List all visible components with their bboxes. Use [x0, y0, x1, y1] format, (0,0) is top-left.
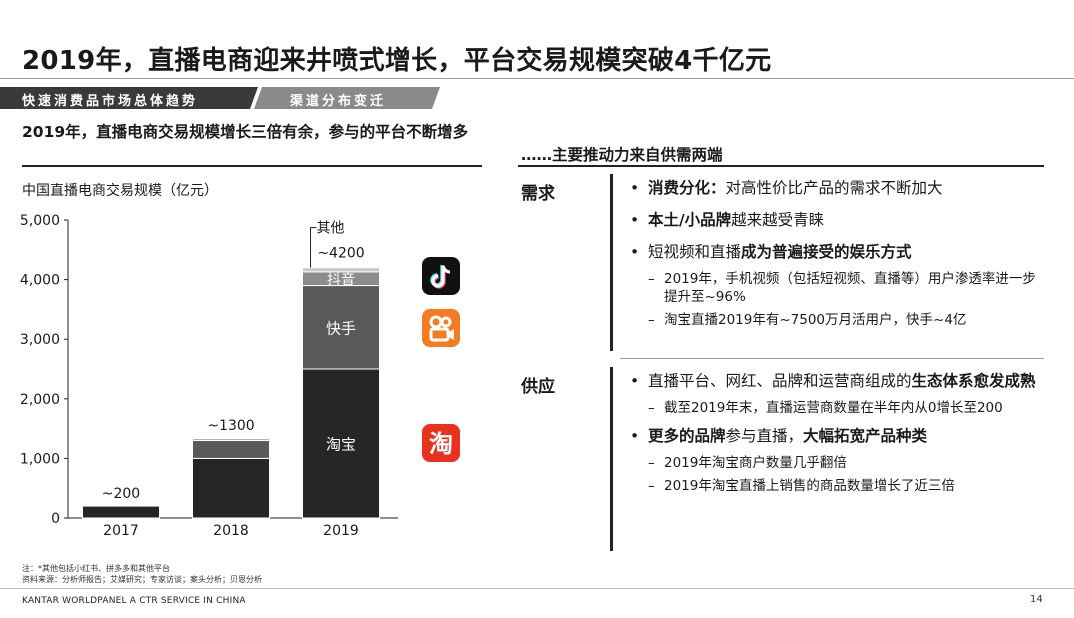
footnote: 注：*其他包括小红书、拼多多和其他平台 资料来源：分析师报告；艾媒研究；专家访谈…: [22, 563, 262, 585]
y-tick-label: 1,000: [20, 451, 60, 467]
footnote-source: 资料来源：分析师报告；艾媒研究；专家访谈；案头分析；贝恩分析: [22, 575, 262, 584]
x-tick-label: 2019: [323, 523, 359, 539]
bar-segment: [302, 285, 380, 370]
tab-background: [0, 87, 440, 109]
segment-label: 淘宝: [326, 436, 356, 454]
demand-list: 消费分化：对高性价比产品的需求不断加大 本土/小品牌越来越受青睐 短视频和直播成…: [628, 178, 1048, 338]
y-tick-label: 4,000: [20, 273, 60, 289]
bar-segment: [192, 437, 270, 440]
total-label: ~1300: [207, 418, 254, 434]
x-tick-label: 2018: [213, 523, 249, 539]
demand-label: 需求: [521, 184, 555, 204]
chart-y-label: 中国直播电商交易规模（亿元）: [22, 183, 218, 199]
list-item: 更多的品牌参与直播，大幅拓宽产品种类: [628, 426, 1048, 447]
page-title: 2019年，直播电商迎来井喷式增长，平台交易规模突破4千亿元: [22, 46, 772, 76]
footer-brand: KANTAR WORLDPANEL A CTR SERVICE IN CHINA: [22, 596, 246, 606]
total-label: ~200: [102, 486, 140, 502]
sub-list-item: 2019年，手机视频（包括短视频、直播等）用户渗透率进一步提升至~96%: [628, 270, 1048, 306]
title-divider: [0, 78, 1074, 79]
bar-segment: [192, 440, 270, 459]
list-item: 消费分化：对高性价比产品的需求不断加大: [628, 178, 1048, 199]
supply-label: 供应: [521, 377, 555, 397]
left-heading-divider: [22, 165, 482, 167]
footnote-note: 注：*其他包括小红书、拼多多和其他平台: [22, 564, 170, 573]
total-label: ~4200: [317, 246, 364, 262]
y-tick-label: 3,000: [20, 332, 60, 348]
y-tick-label: 0: [51, 511, 60, 527]
x-tick-label: 2017: [103, 523, 139, 539]
sub-list-item: 2019年淘宝商户数量几乎翻倍: [628, 454, 1048, 472]
sub-list-item: 2019年淘宝直播上销售的商品数量增长了近三倍: [628, 477, 1048, 495]
sub-list-item: 截至2019年末，直播运营商数量在半年内从0增长至200: [628, 399, 1048, 417]
demand-supply-divider: [620, 358, 1044, 359]
tab-channel-shift[interactable]: 渠道分布变迁: [290, 94, 387, 109]
tab-market-trend[interactable]: 快速消费品市场总体趋势: [22, 94, 199, 109]
segment-label: 抖音: [327, 272, 355, 289]
supply-list: 直播平台、网红、品牌和运营商组成的生态体系愈发成熟 截至2019年末，直播运营商…: [628, 371, 1048, 504]
bar-segment: [302, 368, 380, 519]
supply-bar: [610, 367, 613, 551]
bar-segment: [302, 267, 380, 273]
list-item: 本土/小品牌越来越受青睐: [628, 210, 1048, 231]
svg-text:淘: 淘: [429, 430, 453, 458]
kuaishou-icon: [422, 309, 460, 347]
footer-divider: [0, 588, 1074, 589]
y-tick-label: 2,000: [20, 392, 60, 408]
taobao-icon: 淘: [422, 424, 460, 462]
douyin-icon: [422, 257, 460, 295]
segment-label: 快手: [326, 319, 356, 337]
demand-bar: [610, 174, 613, 351]
chart-heading: 2019年，直播电商交易规模增长三倍有余，参与的平台不断增多: [22, 123, 469, 141]
list-item: 直播平台、网红、品牌和运营商组成的生态体系愈发成熟: [628, 371, 1048, 392]
list-item: 短视频和直播成为普遍接受的娱乐方式: [628, 242, 1048, 263]
live-commerce-bar-chart: 0 1,000 2,000 3,000 4,000 5,000 ~200 2017 ~1300 2…: [20, 213, 398, 539]
y-tick-label: 5,000: [20, 213, 60, 229]
other-callout-line: [310, 227, 317, 268]
right-heading-divider: [518, 165, 1044, 167]
page-number: 14: [1030, 594, 1043, 605]
other-callout-label: 其他: [317, 221, 345, 237]
bar-segment: [82, 505, 160, 519]
sub-list-item: 淘宝直播2019年有~7500万月活用户，快手~4亿: [628, 311, 1048, 329]
drivers-heading: ……主要推动力来自供需两端: [521, 146, 723, 164]
bar-segment: [192, 457, 270, 519]
section-tab-bar: 快速消费品市场总体趋势 渠道分布变迁: [0, 87, 440, 109]
